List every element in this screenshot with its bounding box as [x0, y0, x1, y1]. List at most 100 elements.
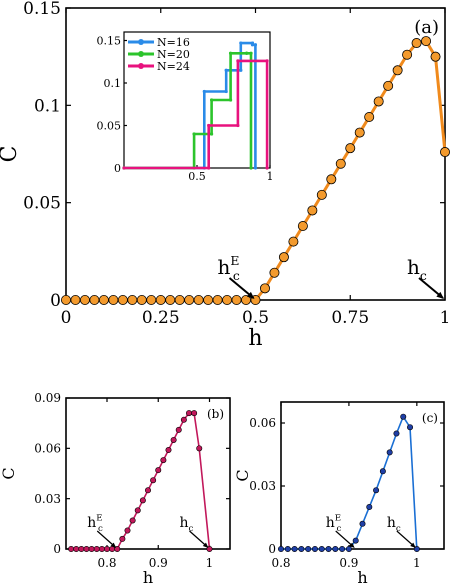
y-tick-label: 0.03 — [34, 492, 61, 506]
data-point — [98, 545, 105, 552]
data-point — [311, 545, 318, 552]
y-tick-label: 0.1 — [34, 96, 61, 116]
data-point — [165, 294, 176, 305]
inset-legend-label: N=20 — [157, 48, 190, 61]
annotation-hcE: hE c — [326, 514, 342, 535]
inset-data-point — [253, 43, 257, 47]
data-point — [83, 545, 90, 552]
panel-b: 0.8 0.9 1 0 0.03 0.06 0.09 h C (b) hE c hc — [0, 391, 231, 584]
annotation-arrowhead — [202, 542, 209, 548]
data-point — [193, 294, 204, 305]
y-tick-label: 0 — [53, 542, 61, 556]
data-point — [124, 527, 131, 534]
data-point — [297, 221, 308, 232]
inset-data-point — [239, 68, 243, 72]
data-point — [291, 545, 298, 552]
inset-data-point — [122, 166, 126, 170]
data-point — [259, 283, 270, 294]
annotation-arrowhead — [410, 542, 416, 548]
inset-y-tick-label: 0.05 — [97, 120, 122, 133]
inset-data-point — [207, 123, 211, 128]
data-point — [139, 497, 146, 504]
data-point — [155, 467, 162, 474]
inset-x-tick-label: 1 — [267, 170, 274, 183]
y-axis-label: C — [0, 467, 18, 479]
data-point — [316, 189, 327, 200]
inset-data-point — [265, 59, 269, 63]
x-axis-label: h — [248, 326, 262, 351]
y-tick-label: 0.09 — [34, 391, 61, 405]
data-point — [108, 294, 119, 305]
data-point — [88, 545, 95, 552]
x-tick-label: 0.9 — [339, 556, 358, 570]
data-point — [93, 545, 100, 552]
data-point — [402, 49, 413, 60]
annotation-arrowhead — [246, 291, 255, 299]
inset-data-point — [192, 132, 196, 136]
x-tick-label: 0.5 — [242, 308, 269, 328]
y-tick-label: 0.06 — [249, 416, 276, 430]
x-axis-label: h — [143, 568, 153, 584]
annotation-arrowhead — [349, 542, 355, 548]
x-axis-label: h — [357, 568, 367, 584]
data-point — [400, 413, 407, 420]
data-point — [170, 436, 177, 443]
data-point — [359, 520, 366, 527]
x-tick-label: 1 — [413, 556, 421, 570]
data-point — [136, 294, 147, 305]
data-point — [354, 127, 365, 138]
data-point — [134, 507, 141, 514]
panel-c: 0.8 0.9 1 0 0.03 0.06 h C (c) hE c hc — [233, 401, 445, 584]
panel-label: (b) — [207, 407, 224, 421]
y-axis-label: C — [0, 146, 22, 163]
y-axis-label: C — [233, 469, 252, 481]
plot-frame — [280, 401, 445, 550]
plot-frame — [65, 397, 231, 550]
annotation-hcE: hE c — [87, 514, 103, 535]
data-point — [174, 294, 185, 305]
data-point — [165, 447, 172, 454]
data-point — [386, 449, 393, 456]
data-point — [393, 430, 400, 437]
inset-data-point — [224, 89, 228, 94]
data-point — [68, 545, 75, 552]
inset-data-point — [207, 166, 211, 170]
data-point — [98, 294, 109, 305]
inset-legend-label: N=16 — [157, 36, 190, 49]
data-point — [407, 424, 414, 431]
data-point — [184, 294, 195, 305]
inset-legend-marker — [138, 51, 144, 57]
inset-data-point — [224, 68, 228, 72]
data-point — [70, 294, 81, 305]
data-point — [383, 80, 394, 91]
annotation-arrowhead — [110, 542, 117, 548]
data-point — [305, 545, 312, 552]
inset-legend-marker — [138, 63, 144, 69]
data-point — [160, 457, 167, 464]
inset-data-point — [202, 89, 206, 94]
inset-data-point — [239, 41, 243, 45]
data-point — [339, 545, 346, 552]
data-point — [373, 487, 380, 494]
data-point — [78, 545, 85, 552]
inset-data-point — [253, 166, 257, 170]
data-point — [345, 545, 352, 552]
data-point — [439, 147, 450, 158]
inset-data-point — [249, 166, 253, 170]
inset-y-tick-label: 0 — [114, 162, 121, 175]
x-tick-label: 0.8 — [97, 556, 116, 570]
data-point — [430, 51, 441, 62]
y-tick-label: 0.03 — [249, 479, 276, 493]
inset-data-point — [265, 166, 269, 170]
x-tick-label: 1 — [206, 556, 214, 570]
data-point — [277, 545, 284, 552]
x-tick-label: 0.8 — [271, 556, 290, 570]
panel-label: (a) — [414, 17, 439, 38]
x-tick-label: 0.9 — [149, 556, 168, 570]
data-point — [288, 236, 299, 247]
data-point — [61, 294, 72, 305]
data-point — [373, 96, 384, 107]
data-point — [411, 38, 422, 49]
inset-data-point — [210, 98, 214, 102]
